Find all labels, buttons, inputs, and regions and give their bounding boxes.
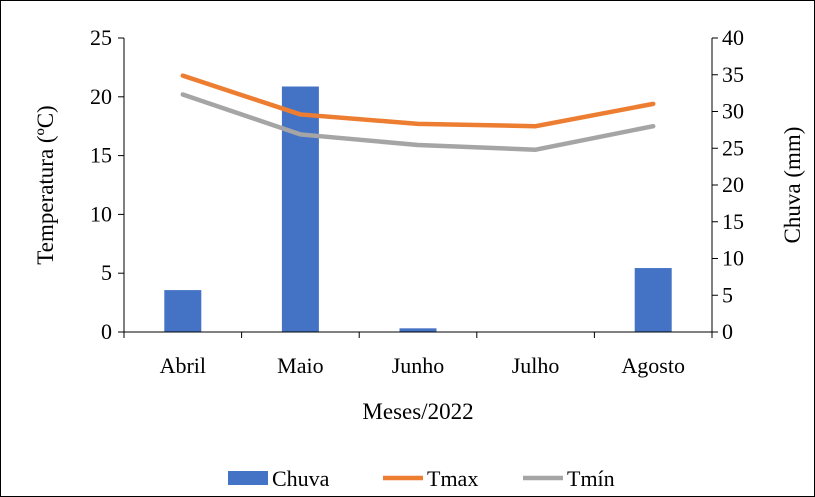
right-tick-label: 10 [722, 246, 744, 271]
legend-label-tmax: Tmax [427, 466, 478, 491]
right-axis-title: Chuva (mm) [780, 127, 805, 244]
x-tick-label: Agosto [621, 353, 685, 378]
line-tmín [180, 92, 656, 152]
legend-label-tmín: Tmín [567, 466, 615, 491]
left-tick-label: 15 [90, 143, 112, 168]
x-axis-title: Meses/2022 [362, 399, 473, 424]
right-tick-label: 40 [722, 25, 744, 50]
legend: Chuva Tmax Tmín [228, 466, 615, 491]
x-ticks: Abril Maio Junho Julho Agosto [123, 332, 713, 378]
bar-chuva [164, 290, 202, 332]
left-tick-label: 25 [90, 25, 112, 50]
left-tick-label: 20 [90, 84, 112, 109]
right-tick-label: 15 [722, 209, 744, 234]
right-tick-label: 5 [722, 282, 733, 307]
x-tick-label: Maio [277, 353, 323, 378]
left-tick-label: 10 [90, 201, 112, 226]
bar-chuva [281, 86, 319, 332]
bars-layer [164, 86, 672, 332]
right-tick-label: 25 [722, 135, 744, 160]
right-tick-label: 35 [722, 62, 744, 87]
legend-swatch-chuva [228, 471, 268, 485]
left-tick-label: 0 [101, 319, 112, 344]
left-tick-label: 5 [101, 260, 112, 285]
right-tick-label: 30 [722, 99, 744, 124]
line-tmax [180, 73, 656, 129]
x-tick-label: Abril [160, 353, 206, 378]
bar-chuva [634, 268, 672, 332]
right-tick-label: 20 [722, 172, 744, 197]
legend-label-chuva: Chuva [272, 466, 330, 491]
right-tick-label: 0 [722, 319, 733, 344]
left-ticks: 0 5 10 15 20 25 [90, 25, 124, 344]
lines-layer [180, 73, 656, 152]
bar-chuva [399, 328, 437, 332]
left-axis-title: Temperatura (ºC) [33, 105, 58, 264]
x-tick-label: Junho [392, 353, 445, 378]
right-ticks: 0 5 10 15 20 25 30 35 40 [712, 25, 744, 344]
x-tick-label: Julho [512, 353, 560, 378]
